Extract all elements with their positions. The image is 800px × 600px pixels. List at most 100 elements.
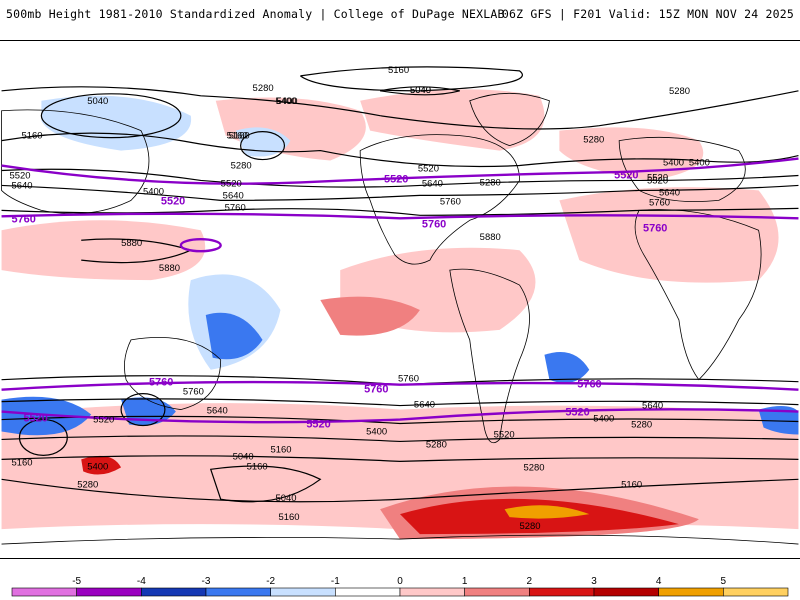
contour-label: 5640 bbox=[422, 178, 443, 189]
neg-anomaly-southern-east bbox=[758, 406, 799, 435]
contour-label: 5280 bbox=[669, 86, 690, 97]
contour-label: 5280 bbox=[631, 420, 652, 431]
pos-anomaly-east-asia bbox=[1, 220, 206, 281]
colorbar-swatch bbox=[141, 587, 207, 597]
strong-anomaly-south-pacific bbox=[81, 455, 122, 475]
neg-anomaly-north-pacific bbox=[41, 95, 192, 151]
contour-5160-north bbox=[300, 66, 523, 92]
contour-label: 5160 bbox=[21, 131, 42, 142]
reference-label: 5760 bbox=[12, 213, 36, 225]
contour-label: 5280 bbox=[231, 161, 252, 172]
contour-5040-north bbox=[379, 86, 460, 96]
contour-label: 5160 bbox=[229, 131, 250, 142]
contour-label: 5280 bbox=[253, 83, 274, 94]
colorbar-swatches bbox=[11, 587, 789, 597]
purple-5520-north bbox=[1, 157, 799, 185]
colorbar-tick-label: 5 bbox=[721, 576, 727, 587]
contour-5280-south bbox=[1, 455, 799, 462]
colorbar-swatch bbox=[529, 587, 595, 597]
anomaly-map: 5160 5040 5280 5040 5400 5160 5160 5280 … bbox=[0, 40, 800, 559]
contour-label: 5040 bbox=[87, 96, 108, 107]
contour-5520-south bbox=[1, 415, 799, 425]
reference-label: 5760 bbox=[364, 384, 388, 396]
contour-label: 5880 bbox=[159, 263, 180, 274]
colorbar-swatch bbox=[270, 587, 336, 597]
contour-label: 5760 bbox=[183, 387, 204, 398]
contour-label: 5520 bbox=[647, 175, 668, 186]
colorbar-swatch bbox=[464, 587, 530, 597]
contour-low-southern-mid bbox=[120, 393, 166, 427]
contour-label: 5400 bbox=[663, 158, 684, 169]
reference-label: 5520 bbox=[161, 195, 185, 207]
contour-5640-north bbox=[1, 184, 799, 201]
contour-5640-south bbox=[1, 398, 799, 407]
contour-label: 5160 bbox=[271, 444, 292, 455]
anomaly-shading bbox=[1, 89, 799, 540]
contour-label: 5760 bbox=[440, 196, 461, 207]
purple-5520-south bbox=[1, 408, 799, 424]
contour-5160-south bbox=[1, 478, 799, 503]
contour-label: 5760 bbox=[649, 197, 670, 208]
contour-5400-south bbox=[1, 435, 799, 443]
colorbar-swatch bbox=[76, 587, 142, 597]
contour-labels-black: 5160 5040 5280 5040 5400 5160 5160 5280 … bbox=[10, 65, 710, 532]
purple-5760-south bbox=[1, 380, 799, 391]
reference-label: 5760 bbox=[422, 218, 446, 230]
contour-label: 5760 bbox=[225, 202, 246, 213]
contour-label: 5640 bbox=[659, 187, 680, 198]
contour-5760-north bbox=[1, 207, 799, 216]
reference-label: 5520 bbox=[565, 407, 589, 419]
colorbar-swatch bbox=[658, 587, 724, 597]
colorbar-ticks-labels: -5 -4 -3 -2 -1 0 1 2 3 4 5 bbox=[72, 576, 726, 587]
colorbar-tick-label: -3 bbox=[202, 576, 211, 587]
contour-label: 5640 bbox=[223, 190, 244, 201]
reference-label: 5520 bbox=[23, 413, 47, 425]
north-america-outline bbox=[359, 134, 520, 265]
reference-label: 5760 bbox=[643, 222, 667, 234]
colorbar-tick-label: 4 bbox=[656, 576, 662, 587]
header: 500mb Height 1981-2010 Standardized Anom… bbox=[0, 0, 800, 26]
purple-5880-pacific bbox=[179, 238, 222, 253]
contour-label: 5520 bbox=[10, 170, 31, 181]
contour-label: 5880 bbox=[121, 238, 142, 249]
model-run-info: 06Z GFS | F201 Valid: 15Z MON NOV 24 202… bbox=[501, 7, 794, 21]
colorbar-tick-label: -2 bbox=[266, 576, 275, 587]
colorbar-tick-label: -1 bbox=[331, 576, 340, 587]
contour-label: 5040 bbox=[410, 85, 431, 96]
colorbar-tick-label: 1 bbox=[462, 576, 468, 587]
contour-5520-north bbox=[1, 168, 799, 188]
contour-label: 5280 bbox=[77, 479, 98, 490]
contour-label: 5400 bbox=[689, 158, 710, 169]
contour-label: 5160 bbox=[621, 479, 642, 490]
australia-outline bbox=[124, 337, 222, 410]
colorbar-swatch bbox=[11, 587, 77, 597]
contour-label: 5400 bbox=[87, 461, 108, 472]
contour-label: 5040 bbox=[233, 451, 254, 462]
contour-label: 5400 bbox=[593, 414, 614, 425]
map-title: 500mb Height 1981-2010 Standardized Anom… bbox=[6, 7, 505, 21]
asia-outline bbox=[1, 109, 150, 215]
colorbar-swatch bbox=[399, 587, 465, 597]
contour-label: 5520 bbox=[418, 163, 439, 174]
pos-anomaly-north-america bbox=[360, 89, 545, 151]
colorbar-swatch bbox=[723, 587, 789, 597]
purple-5760-north bbox=[1, 212, 799, 220]
contour-label: 5160 bbox=[388, 65, 409, 76]
colorbar: -5 -4 -3 -2 -1 0 1 2 3 4 5 bbox=[11, 576, 789, 597]
contour-5400-north bbox=[1, 132, 799, 168]
colorbar-tick-label: -5 bbox=[72, 576, 81, 587]
contour-label: 5640 bbox=[414, 400, 435, 411]
colorbar-swatch bbox=[205, 587, 271, 597]
contour-label: 5880 bbox=[480, 232, 501, 243]
contour-label: 5400 bbox=[275, 96, 296, 107]
colorbar-tick-label: 3 bbox=[591, 576, 597, 587]
contour-label: 5280 bbox=[480, 177, 501, 188]
antarctica-outline bbox=[1, 534, 799, 545]
contour-low-southern-west bbox=[18, 418, 68, 456]
contour-low-north-pacific bbox=[40, 93, 182, 139]
contour-label: 5400 bbox=[143, 186, 164, 197]
contour-5040-south bbox=[209, 465, 322, 503]
europe-outline bbox=[618, 136, 746, 202]
neg-anomaly-south-america bbox=[544, 351, 590, 384]
contour-label: 5280 bbox=[583, 135, 604, 146]
